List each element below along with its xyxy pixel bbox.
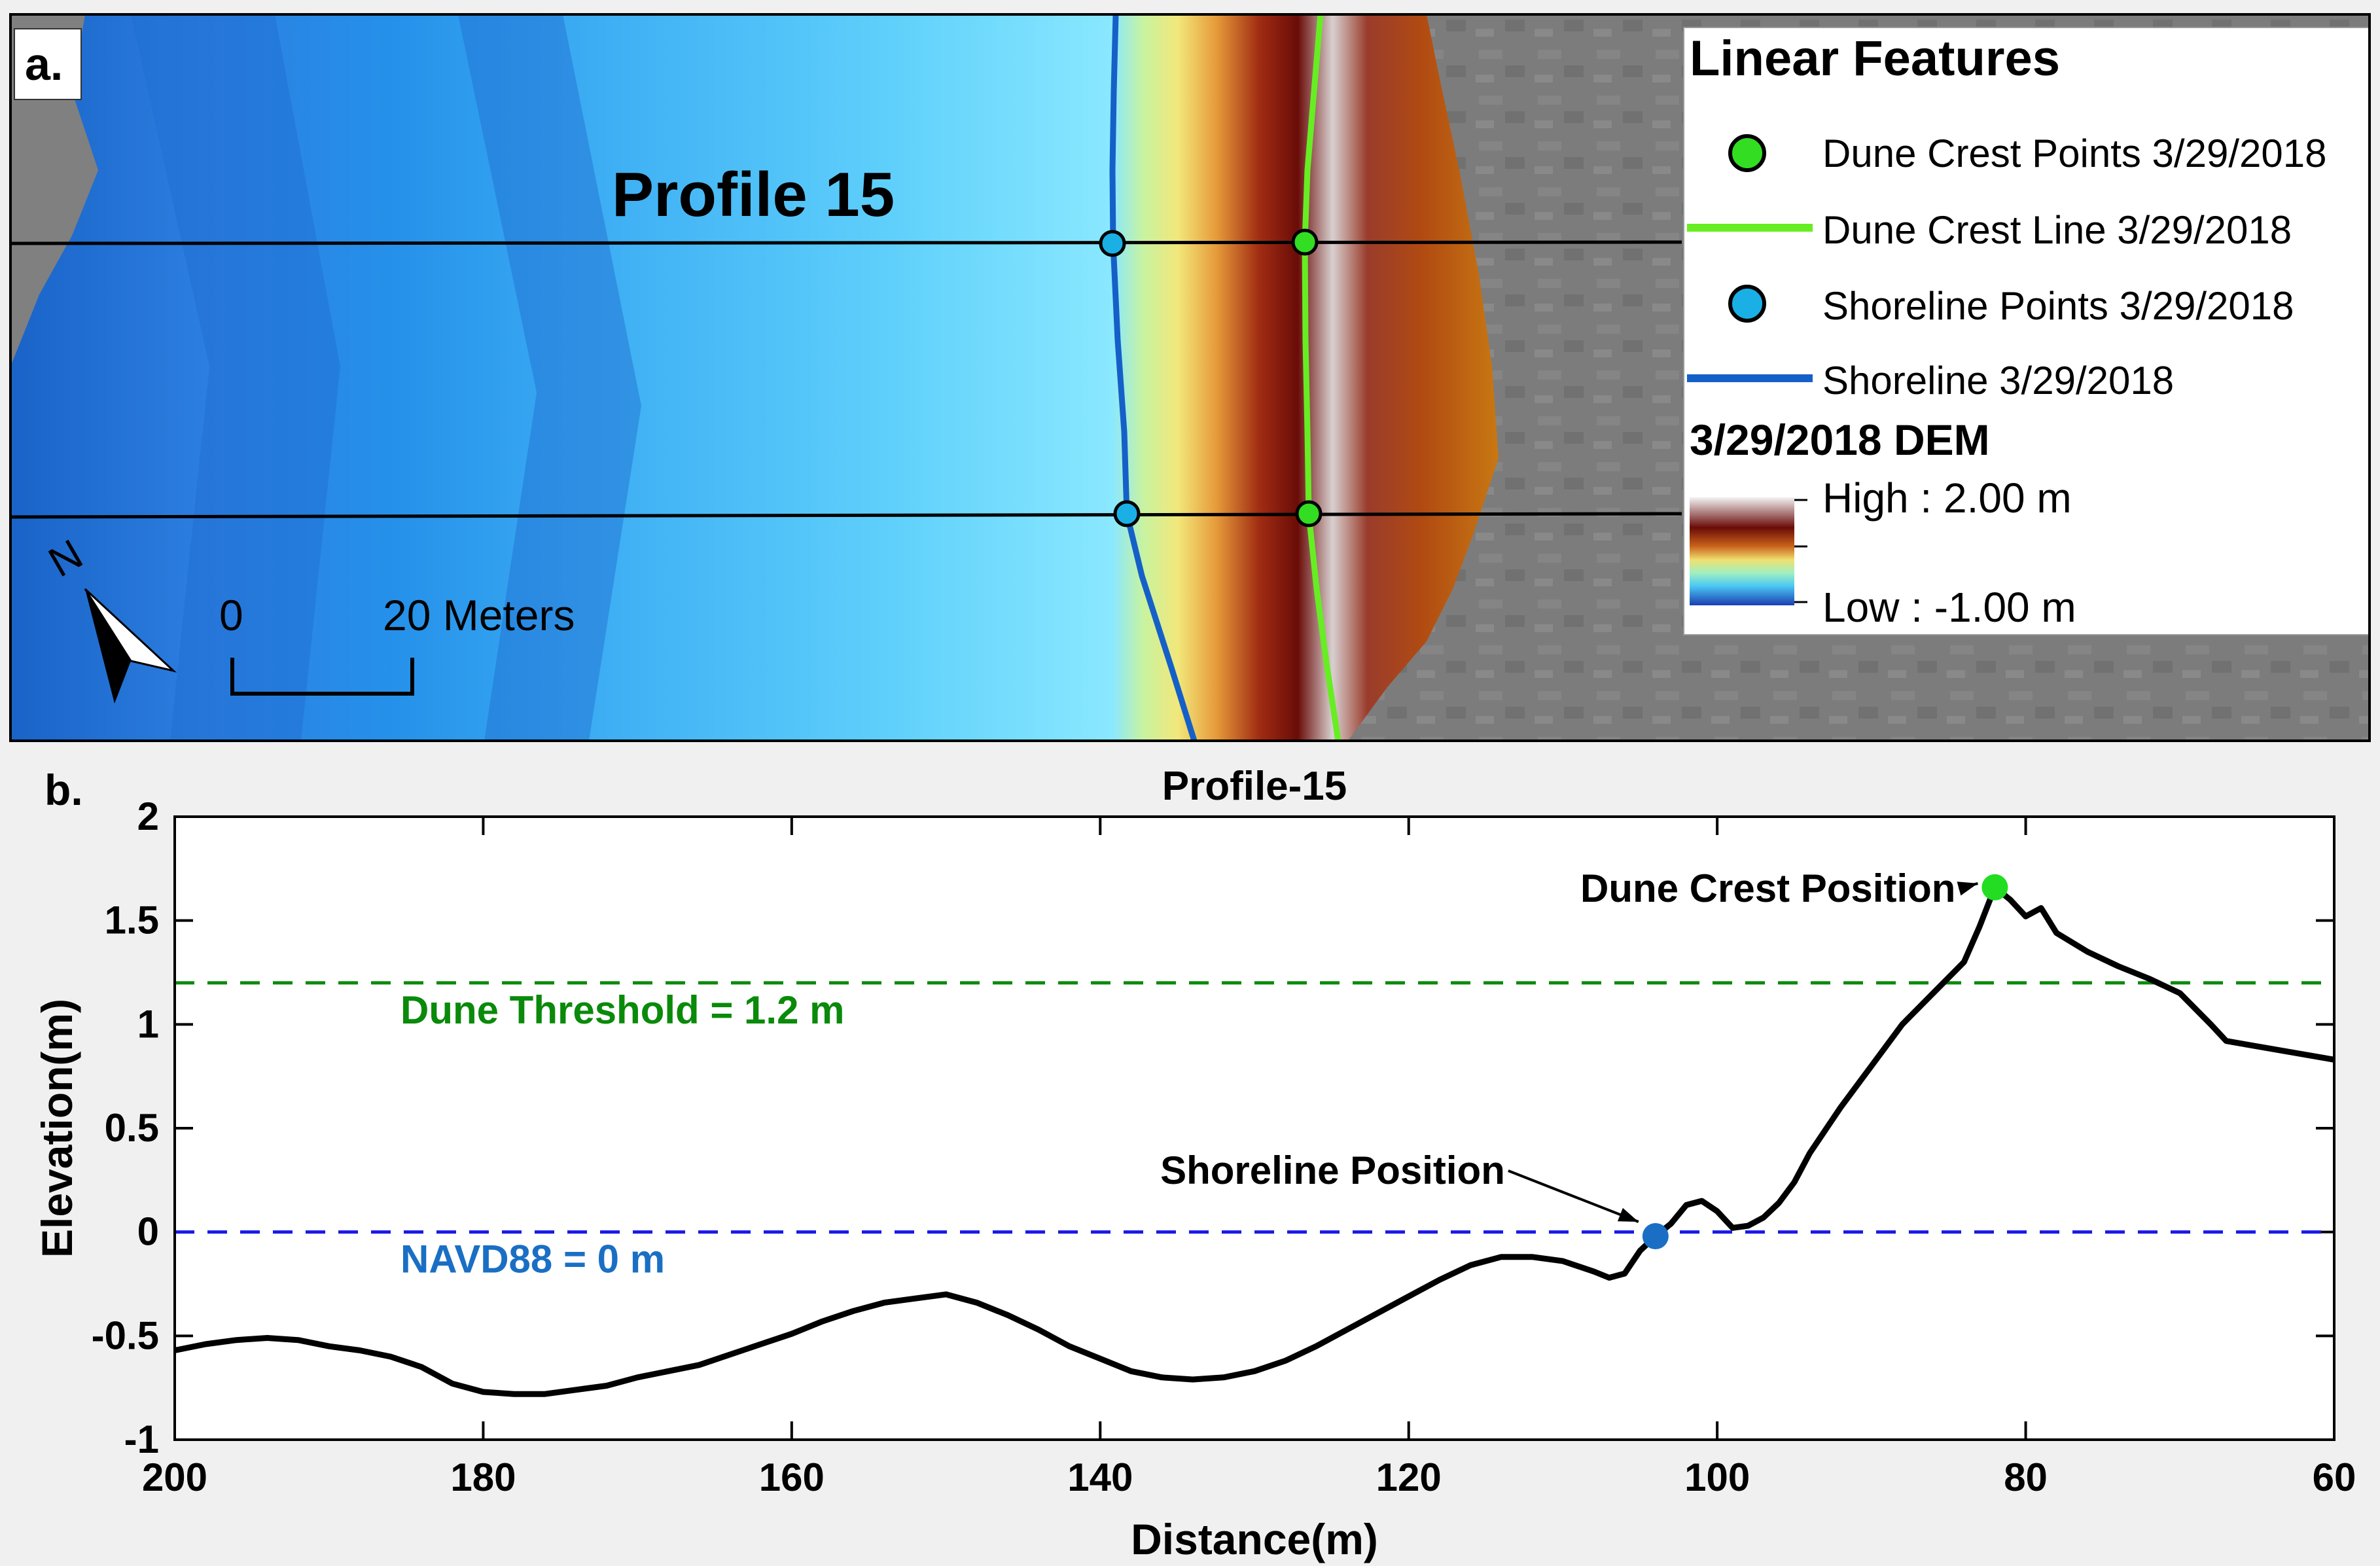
x-tick-label: 180	[450, 1455, 516, 1499]
x-tick-label: 200	[142, 1455, 207, 1499]
scale-bar-start: 0	[219, 591, 243, 639]
dune-crest-point-lower	[1295, 500, 1323, 527]
legend-dem-title: 3/29/2018 DEM	[1690, 416, 1990, 464]
aerial-gray-wedge	[10, 14, 98, 366]
legend-dem-ramp	[1690, 497, 1794, 605]
threshold-label: NAVD88 = 0 m	[400, 1237, 665, 1281]
scale-bar-end: 20 Meters	[383, 591, 575, 639]
y-tick-label: 1	[137, 1002, 159, 1046]
x-tick-label: 120	[1376, 1455, 1442, 1499]
x-tick-label: 60	[2313, 1455, 2356, 1499]
y-tick-label: 2	[137, 794, 159, 838]
legend-item-dune-crest-line: Dune Crest Line 3/29/2018	[1822, 208, 2292, 252]
legend-item-shoreline-points: Shoreline Points 3/29/2018	[1822, 284, 2294, 328]
y-axis-label: Elevation(m)	[33, 999, 81, 1258]
profile-line	[174, 884, 2335, 1397]
panel-b-chart: b. Profile-15 200 180 160 140 120 100 80 60 2 1.5…	[33, 764, 2356, 1563]
legend-dune-crest-point-icon	[1728, 134, 1766, 172]
marker-arrowhead	[1617, 1207, 1639, 1222]
threshold-label: Dune Threshold = 1.2 m	[400, 988, 845, 1032]
x-tick-label: 80	[2004, 1455, 2048, 1499]
x-tick-label: 140	[1067, 1455, 1133, 1499]
legend-box	[1683, 27, 2370, 635]
y-tick-label: -1	[124, 1417, 159, 1461]
profile-label: Profile 15	[612, 160, 895, 230]
legend-shoreline-point-icon	[1728, 285, 1766, 323]
threshold-layer: Dune Threshold = 1.2 m NAVD88 = 0 m	[175, 981, 2334, 1281]
north-arrow-half	[84, 588, 177, 673]
scale-bar-line	[230, 658, 414, 696]
y-tick-label: 1.5	[105, 899, 159, 942]
y-tick-label: 0.5	[105, 1106, 159, 1150]
dem-dark-bands	[131, 14, 641, 741]
marker-label: Shoreline Position	[1160, 1148, 1505, 1192]
legend-item-dune-crest-points: Dune Crest Points 3/29/2018	[1822, 132, 2326, 175]
y-tick-label: 0	[137, 1210, 159, 1254]
marker-point	[1981, 874, 2008, 900]
profile-line-upper	[10, 240, 1682, 245]
panel-b-label: b.	[44, 766, 83, 814]
profile-transects	[10, 240, 1682, 519]
shoreline-point-upper	[1099, 230, 1126, 257]
tick-layer: 200 180 160 140 120 100 80 60 2 1.5 1 0.5 0 -0.5 -1	[92, 794, 2356, 1499]
y-tick-label: -0.5	[92, 1313, 159, 1357]
panel-a-label-box	[14, 28, 82, 100]
legend-dem-high: High : 2.00 m	[1822, 474, 2072, 522]
map-legend: Linear Features Dune Crest Points 3/29/2…	[1683, 27, 2370, 635]
x-tick-label: 100	[1684, 1455, 1750, 1499]
scale-bar: 0 20 Meters	[219, 591, 575, 696]
shoreline-line	[1109, 14, 1198, 742]
dune-crest-line	[1302, 14, 1341, 741]
shoreline-point-lower	[1113, 500, 1141, 527]
legend-item-shoreline: Shoreline 3/29/2018	[1822, 359, 2174, 402]
panel-a-border	[9, 13, 2371, 742]
panel-a-label: a.	[25, 39, 63, 90]
marker-layer: Dune Crest Position Shoreline Position	[1160, 866, 2008, 1250]
marker-point	[1642, 1223, 1669, 1250]
x-axis-label: Distance(m)	[1131, 1515, 1378, 1563]
plot-area	[175, 817, 2334, 1440]
plot-frame	[173, 815, 2336, 1441]
x-tick-label: 160	[759, 1455, 825, 1499]
panel-a-map: Profile 15 a. N 0 20 Meters Linear Featu…	[9, 13, 2371, 742]
chart-title: Profile-15	[1162, 764, 1347, 809]
dune-crest-point-upper	[1291, 228, 1319, 256]
marker-arrowhead	[1957, 881, 1978, 896]
marker-arrow	[1508, 1169, 1639, 1223]
legend-title: Linear Features	[1690, 31, 2060, 86]
legend-dem-low: Low : -1.00 m	[1822, 584, 2076, 631]
marker-label: Dune Crest Position	[1580, 866, 1955, 910]
profile-line-lower	[10, 512, 1682, 519]
dem-water-zone	[10, 14, 1112, 741]
